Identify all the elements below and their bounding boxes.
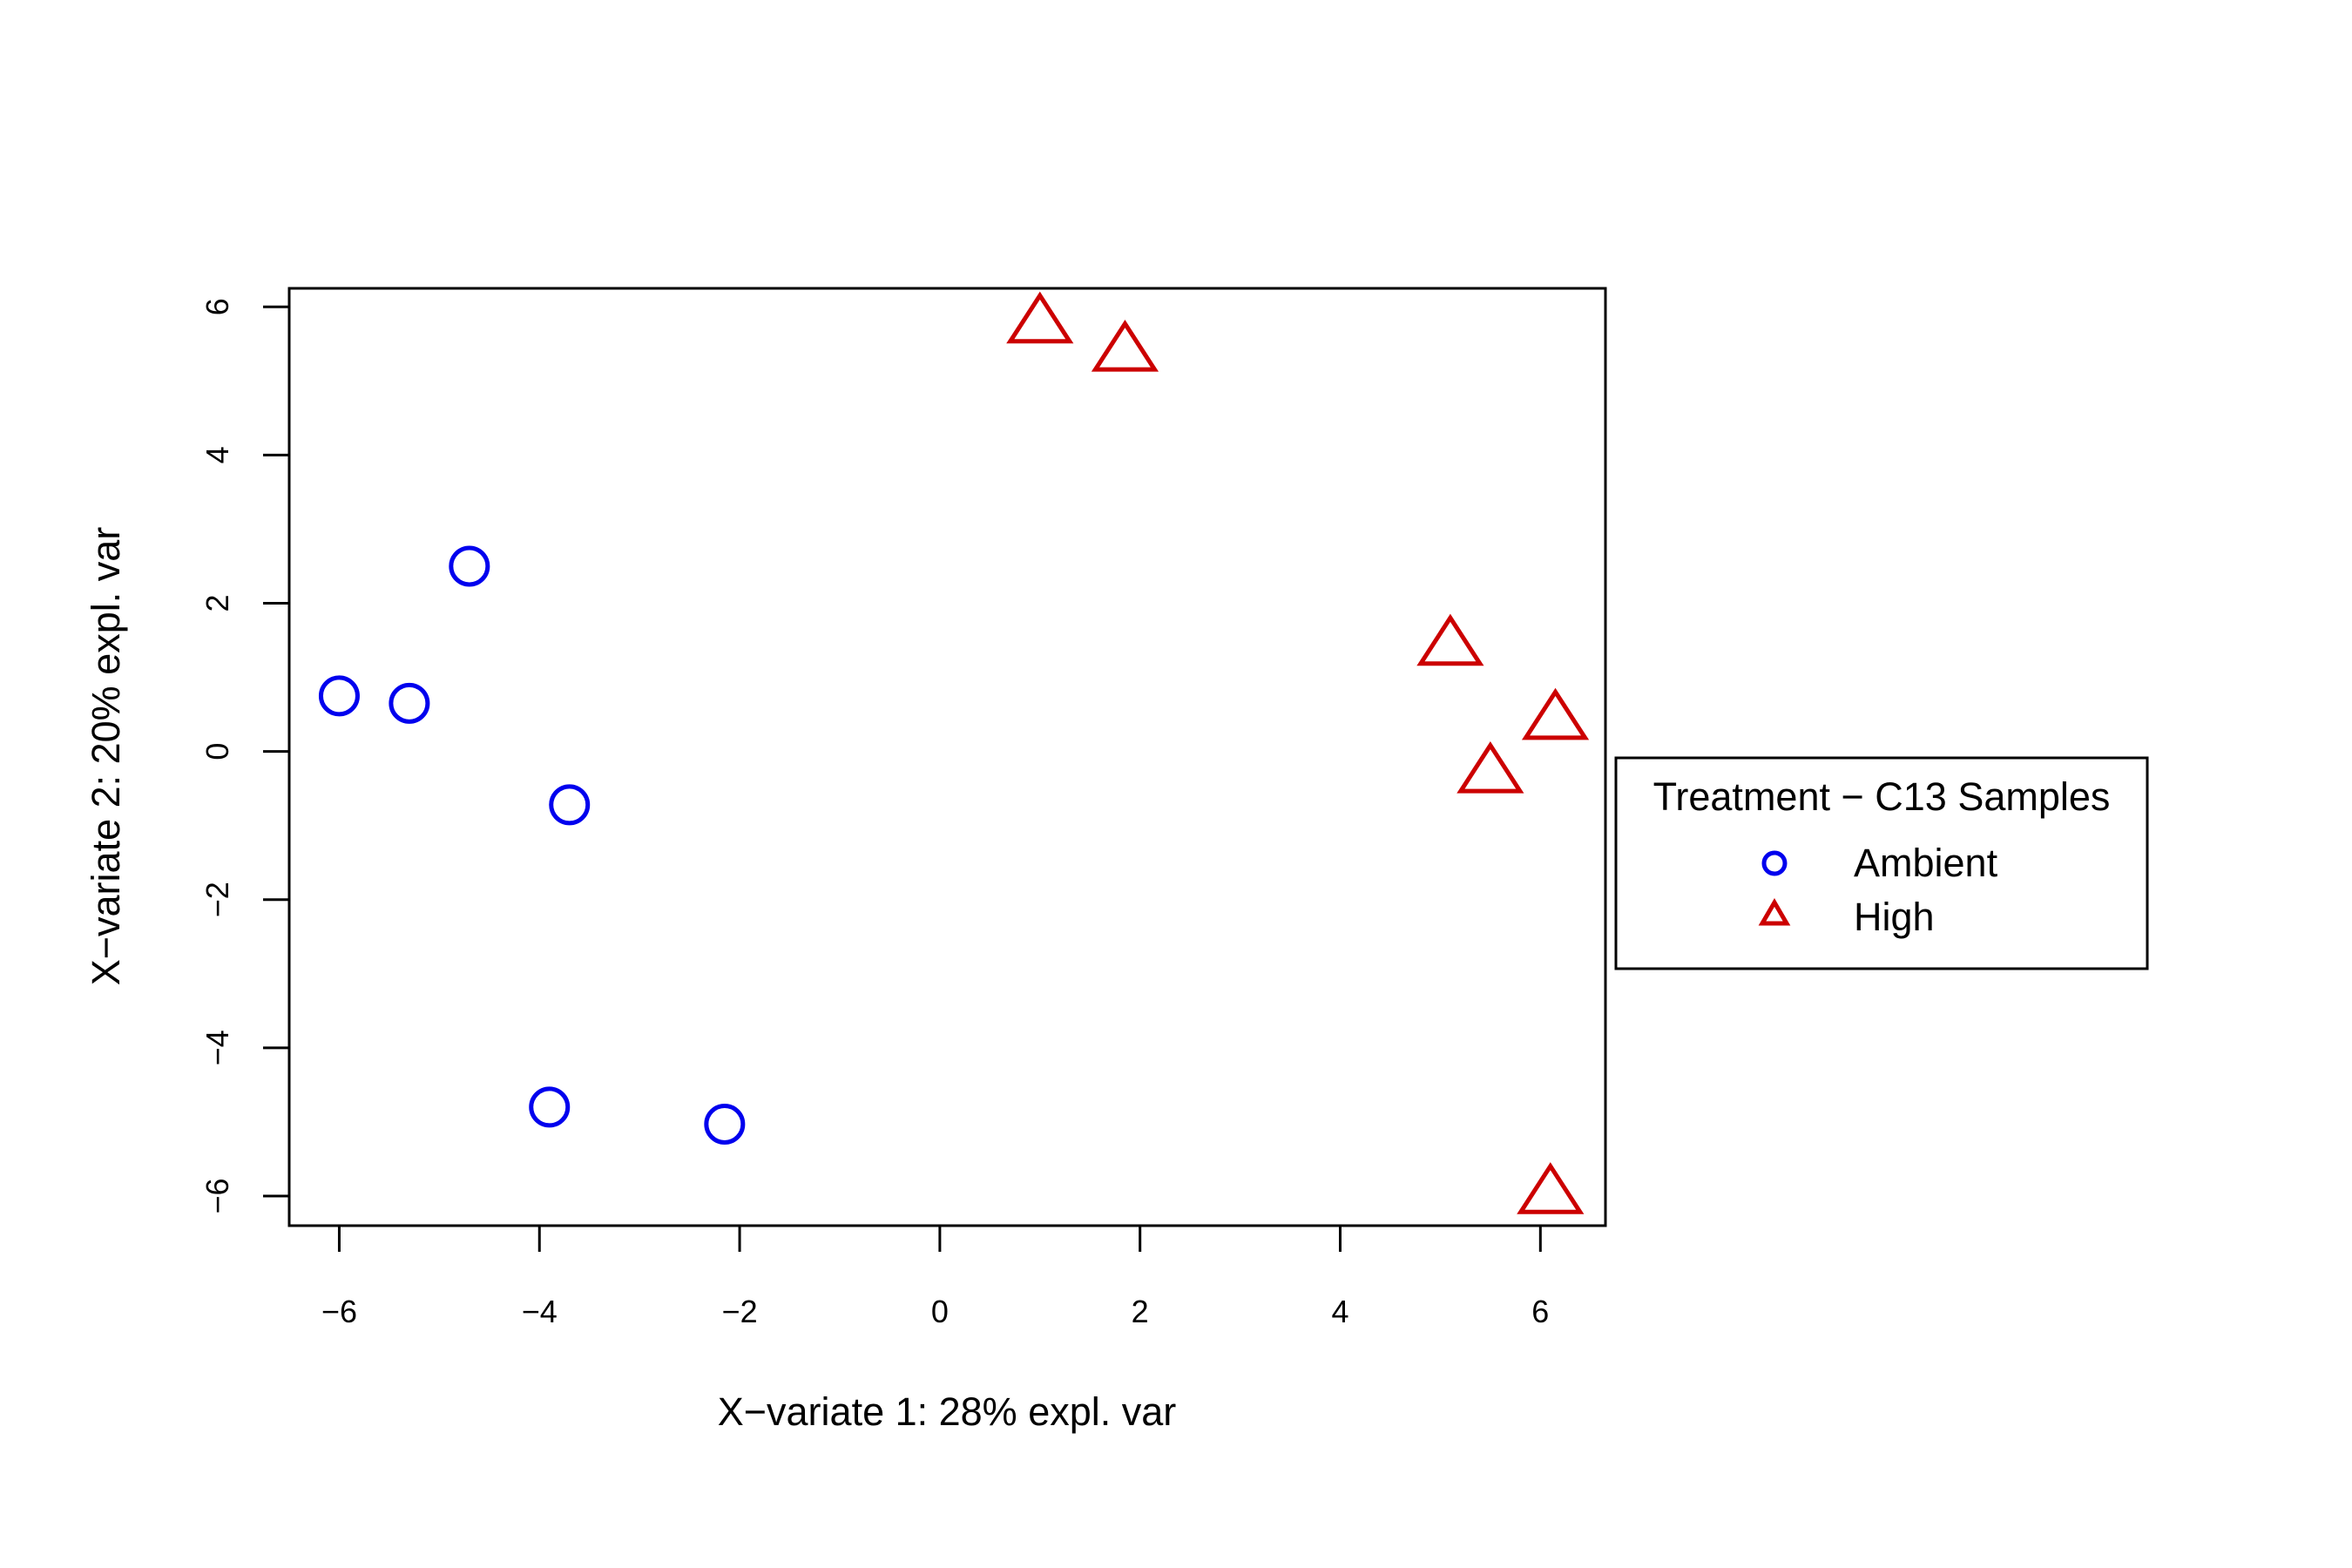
point-high	[1006, 291, 1074, 344]
point-high	[1517, 1162, 1585, 1214]
legend-ambient-label: Ambient	[1854, 841, 1998, 885]
y-tick-label: −4	[199, 1030, 235, 1065]
plot-frame	[287, 287, 1607, 1227]
point-high	[1456, 740, 1524, 794]
x-tick-label: 4	[1331, 1294, 1348, 1329]
point-ambient	[318, 675, 360, 717]
x-tick-label: −2	[722, 1294, 758, 1329]
point-ambient	[704, 1103, 746, 1145]
point-high	[1091, 320, 1159, 372]
point-ambient	[549, 784, 591, 826]
legend-high-label: High	[1854, 895, 1935, 939]
data-points	[318, 291, 1590, 1214]
point-ambient	[449, 545, 490, 587]
x-tick-label: 6	[1531, 1294, 1549, 1329]
legend-box	[1614, 756, 2149, 970]
y-tick-label: 2	[199, 594, 235, 612]
x-axis-title: X−variate 1: 28% expl. var	[718, 1389, 1177, 1434]
y-tick-label: 4	[199, 446, 235, 463]
y-axis: −6 −4 −2 0 2 4 6	[199, 298, 291, 1213]
point-high	[1416, 613, 1484, 666]
legend: Treatment − C13 Samples Ambient High	[1614, 756, 2149, 970]
y-tick-label: 0	[199, 743, 235, 760]
x-tick-label: −6	[321, 1294, 357, 1329]
legend-ambient-marker	[1761, 850, 1788, 876]
x-tick-label: −4	[522, 1294, 558, 1329]
x-tick-label: 2	[1132, 1294, 1149, 1329]
y-tick-label: −6	[199, 1178, 235, 1213]
y-axis-title: X−variate 2: 20% expl. var	[84, 527, 128, 986]
x-axis: −6 −4 −2 0 2 4 6	[321, 1224, 1549, 1329]
x-tick-label: 0	[931, 1294, 949, 1329]
legend-title: Treatment − C13 Samples	[1653, 774, 2111, 819]
point-ambient	[389, 682, 430, 724]
point-ambient	[529, 1086, 571, 1128]
y-tick-label: −2	[199, 882, 235, 917]
point-high	[1521, 687, 1590, 740]
y-tick-label: 6	[199, 298, 235, 315]
legend-high-marker	[1758, 898, 1791, 926]
